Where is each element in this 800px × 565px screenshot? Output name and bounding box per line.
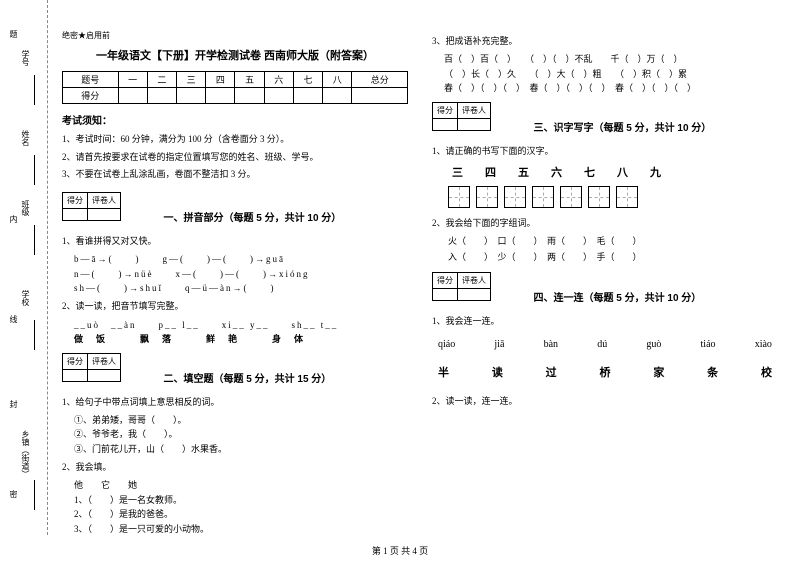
tian-box — [616, 186, 638, 208]
th: 一 — [118, 72, 147, 88]
q3-sub: ③、门前花儿开，山（ ）水果香。 — [74, 442, 408, 456]
th: 八 — [323, 72, 352, 88]
tian-box — [588, 186, 610, 208]
exam-title: 一年级语文【下册】开学检测试卷 西南师大版（附答案） — [62, 47, 408, 63]
r3-stem: 2、我会给下面的字组词。 — [432, 216, 778, 230]
binding-char: 线 — [8, 315, 19, 323]
right-column: 3、把成语补充完整。 百（ ）百（ ） （ ）（ ）不乱 千（ ）万（ ） （ … — [420, 30, 790, 535]
score-table: 题号 一 二 三 四 五 六 七 八 总分 得分 — [62, 71, 408, 104]
binding-area: 题 学号 姓名 内 班级 线 学校 封 乡镇（街道） 密 — [0, 0, 48, 535]
r2-stem: 1、请正确的书写下面的汉字。 — [432, 144, 778, 158]
score-box: 得分评卷人 — [432, 102, 491, 131]
q1-line: sh—( )→shuǐ q—ü—àn→( ) — [74, 281, 408, 295]
r1-stem: 3、把成语补充完整。 — [432, 34, 778, 48]
tian-box — [532, 186, 554, 208]
score-box: 得分评卷人 — [62, 353, 121, 382]
r4-stem2: 2、读一读，连一连。 — [432, 394, 778, 408]
score-box: 得分评卷人 — [432, 272, 491, 301]
tian-box — [476, 186, 498, 208]
secret-label: 绝密★启用前 — [62, 30, 408, 41]
q3-stem: 1、给句子中带点词填上意思相反的词。 — [62, 395, 408, 409]
q3-sub: ②、爷爷老，我（ ）。 — [74, 427, 408, 441]
th: 五 — [235, 72, 264, 88]
r3-line: 火（ ） 口（ ） 雨（ ） 毛（ ） — [448, 234, 762, 247]
r1-line: 春（ ）（ ）（ ） 春（ ）（ ）（ ） 春（ ）（ ）（ ） — [444, 81, 778, 95]
q1-line: n—( )→nüè x—( )—( )→xióng — [74, 267, 408, 281]
section-2-title: 二、填空题（每题 5 分，共计 15 分） — [164, 370, 332, 385]
q4-stem: 2、我会填。 — [62, 460, 408, 474]
q2-stem: 2、读一读，把音节填写完整。 — [62, 299, 408, 313]
r1-line: （ ）长（ ）久 （ ）大（ ）粗 （ ）积（ ）累 — [444, 67, 778, 81]
th: 总分 — [352, 72, 408, 88]
score-box: 得分评卷人 — [62, 192, 121, 221]
q1-stem: 1、看谁拼得又对又快。 — [62, 234, 408, 248]
q2-line2: 做 饭 飘 落 鲜 艳 身 体 — [74, 332, 408, 346]
th: 二 — [147, 72, 176, 88]
q4-sub: 3、（ ）是一只可爱的小动物。 — [74, 522, 408, 536]
field-school: 学校 — [20, 290, 31, 306]
tian-box — [448, 186, 470, 208]
binding-char: 密 — [8, 490, 19, 498]
section-4-title: 四、连一连（每题 5 分，共计 10 分） — [534, 289, 702, 304]
q4-head: 他 它 她 — [74, 478, 408, 492]
q3-sub: ①、弟弟矮，哥哥（ ）。 — [74, 413, 408, 427]
th: 七 — [293, 72, 322, 88]
section-3-title: 三、识字写字（每题 5 分，共计 10 分） — [534, 119, 712, 134]
r4-stem: 1、我会连一连。 — [432, 314, 778, 328]
section-1-title: 一、拼音部分（每题 5 分，共计 10 分） — [164, 209, 342, 224]
q4-sub: 1、（ ）是一名女教师。 — [74, 493, 408, 507]
tian-row — [448, 186, 778, 208]
left-column: 绝密★启用前 一年级语文【下册】开学检测试卷 西南师大版（附答案） 题号 一 二… — [50, 30, 420, 535]
notice-item: 3、不要在试卷上乱涂乱画，卷面不整洁扣 3 分。 — [62, 168, 408, 181]
th: 四 — [206, 72, 235, 88]
th: 题号 — [63, 72, 119, 88]
char-row: 三 四 五 六 七 八 九 — [452, 164, 778, 180]
r1-line: 百（ ）百（ ） （ ）（ ）不乱 千（ ）万（ ） — [444, 52, 778, 66]
binding-char: 题 — [8, 30, 19, 38]
binding-char: 内 — [8, 215, 19, 223]
q2-line1: __uò __àn p__ l__ xi__ y__ sh__ t__ — [74, 318, 408, 332]
field-name: 姓名 — [20, 130, 31, 146]
pinyin-row: qiáo jiā bàn dú guò tiáo xiào — [438, 339, 772, 350]
binding-char: 封 — [8, 400, 19, 408]
th: 三 — [176, 72, 205, 88]
field-town: 乡镇（街道） — [20, 430, 31, 478]
field-xuehao: 学号 — [20, 50, 31, 66]
notice-item: 1、考试时间：60 分钟，满分为 100 分（含卷面分 3 分）。 — [62, 133, 408, 146]
notice-head: 考试须知： — [62, 112, 408, 127]
field-class: 班级 — [20, 200, 31, 216]
q4-sub: 2、（ ）是我的爸爸。 — [74, 507, 408, 521]
tian-box — [560, 186, 582, 208]
td: 得分 — [63, 88, 119, 104]
q1-line: b—ā→( ) g—( )—( )→guā — [74, 252, 408, 266]
page-footer: 第 1 页 共 4 页 — [0, 544, 800, 557]
th: 六 — [264, 72, 293, 88]
r3-line: 入（ ） 少（ ） 两（ ） 手（ ） — [448, 250, 762, 263]
tian-box — [504, 186, 526, 208]
notice-item: 2、请首先按要求在试卷的指定位置填写您的姓名、班级、学号。 — [62, 151, 408, 164]
hanzi-row: 半 读 过 桥 家 条 校 — [438, 364, 772, 380]
